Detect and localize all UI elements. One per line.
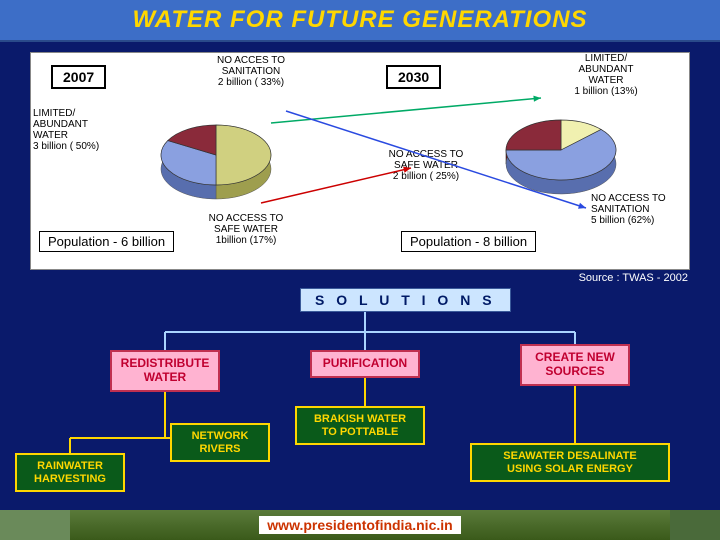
footer-bar: www.presidentofindia.nic.in <box>0 510 720 540</box>
solutions-tree: S O L U T I O N S REDISTRIBUTEWATER PURIF… <box>0 288 720 498</box>
header-bar: WATER FOR FUTURE GENERATIONS <box>0 0 720 42</box>
pie-2007 <box>146 113 286 213</box>
source-citation: Source : TWAS - 2002 <box>0 272 688 284</box>
category-box-0: REDISTRIBUTEWATER <box>110 350 220 392</box>
footer-url: www.presidentofindia.nic.in <box>259 516 460 534</box>
label-2007-sanitation: NO ACCES TOSANITATION2 billion ( 33%) <box>191 55 311 88</box>
leaf-box-2: BRAKISH WATERTO POTTABLE <box>295 406 425 445</box>
leaf-box-0: NETWORKRIVERS <box>170 423 270 462</box>
label-2030-sanitation: NO ACCESS TOSANITATION5 billion (62%) <box>591 193 691 226</box>
label-2007-safewater: NO ACCESS TOSAFE WATER1billion (17%) <box>186 213 306 246</box>
footer-image-left <box>0 510 70 540</box>
year-2007-box: 2007 <box>51 65 106 89</box>
leaf-box-1: RAINWATERHARVESTING <box>15 453 125 492</box>
population-2007: Population - 6 billion <box>39 231 174 252</box>
category-box-2: CREATE NEWSOURCES <box>520 344 630 386</box>
label-2030-safewater: NO ACCESS TOSAFE WATER2 billion ( 25%) <box>366 149 486 182</box>
solutions-title: S O L U T I O N S <box>300 288 511 312</box>
label-2007-limited: LIMITED/ABUNDANTWATER3 billion ( 50%) <box>33 108 133 152</box>
page-title: WATER FOR FUTURE GENERATIONS <box>132 6 587 34</box>
category-box-1: PURIFICATION <box>310 350 420 378</box>
leaf-box-3: SEAWATER DESALINATEUSING SOLAR ENERGY <box>470 443 670 482</box>
year-2030-box: 2030 <box>386 65 441 89</box>
footer-image-right <box>670 510 720 540</box>
label-2030-limited: LIMITED/ABUNDANTWATER1 billion (13%) <box>556 53 656 97</box>
chart-panel: 2007 2030 LIMITED/ABUNDANTWATER3 billion… <box>30 52 690 270</box>
population-2030: Population - 8 billion <box>401 231 536 252</box>
